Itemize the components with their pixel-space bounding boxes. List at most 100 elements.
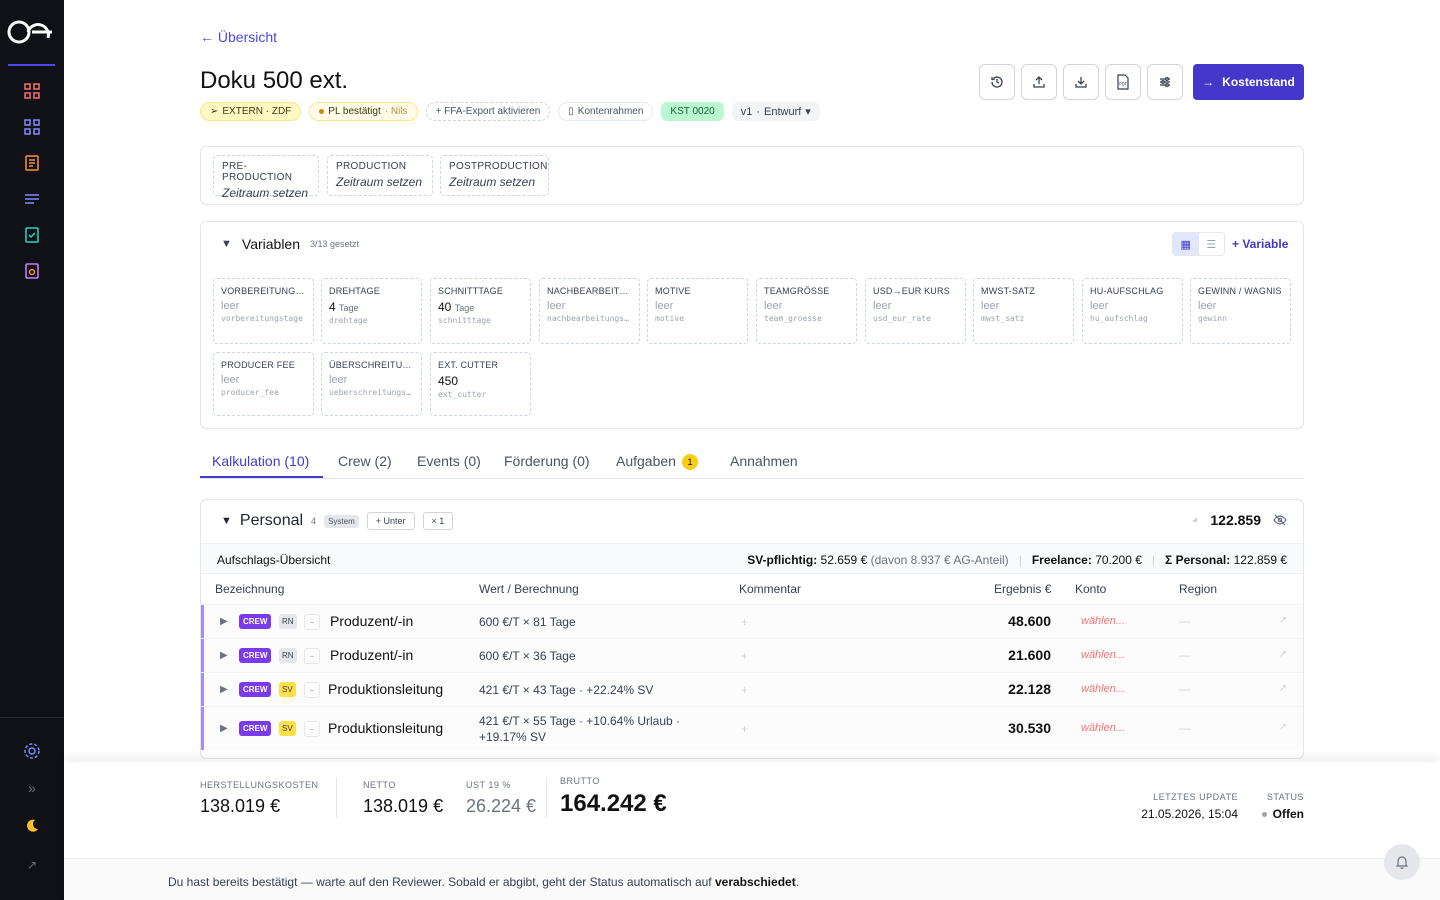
- phase-pre-production[interactable]: PRE-PRODUCTION Zeitraum setzen: [213, 155, 319, 200]
- upload-button[interactable]: [1021, 64, 1057, 100]
- app-logo[interactable]: [6, 18, 58, 46]
- add-comment-button[interactable]: +: [741, 615, 749, 629]
- variable-card[interactable]: PRODUCER FEE leer producer_fee: [213, 352, 314, 416]
- minus-icon[interactable]: −: [304, 614, 320, 630]
- phase-postproduction[interactable]: POSTPRODUCTION Zeitraum setzen: [440, 155, 549, 196]
- expand-row-icon[interactable]: ▶: [220, 616, 228, 627]
- variable-card[interactable]: VORBEREITUNGST... leer vorbereitungstage: [213, 278, 314, 344]
- konto-select[interactable]: wählen...: [1081, 683, 1126, 695]
- add-variable-button[interactable]: + Variable: [1232, 237, 1289, 251]
- sidebar-dashboard-icon[interactable]: [22, 81, 42, 101]
- column-header: Konto: [1075, 582, 1107, 596]
- variable-card[interactable]: EXT. CUTTER 450 ext_cutter: [430, 352, 531, 416]
- eye-off-icon[interactable]: [1273, 513, 1287, 527]
- variable-card[interactable]: SCHNITTTAGE 40 Tage schnitttage: [430, 278, 531, 344]
- konto-select[interactable]: wählen...: [1081, 649, 1126, 661]
- minus-icon[interactable]: −: [304, 648, 320, 664]
- collapse-triangle-icon[interactable]: ▼: [221, 238, 232, 250]
- phases-panel: PRE-PRODUCTION Zeitraum setzen PRODUCTIO…: [200, 146, 1304, 205]
- variable-card[interactable]: USD→EUR KURS leer usd_eur_rate: [865, 278, 966, 344]
- variable-card[interactable]: DREHTAGE 4 Tage drehtage: [321, 278, 422, 344]
- download-button[interactable]: [1063, 64, 1099, 100]
- add-comment-button[interactable]: +: [741, 722, 749, 736]
- konto-select[interactable]: wählen...: [1081, 615, 1126, 627]
- phase-production[interactable]: PRODUCTION Zeitraum setzen: [327, 155, 433, 196]
- minus-icon[interactable]: −: [304, 682, 320, 698]
- variable-card[interactable]: MOTIVE leer motive: [647, 278, 748, 344]
- collapse-triangle-icon[interactable]: ▼: [221, 515, 232, 527]
- variable-card[interactable]: MWST-SATZ leer mwst_satz: [973, 278, 1074, 344]
- download-icon: [1075, 77, 1087, 88]
- variable-card[interactable]: GEWINN / WAGNIS leer gewinn: [1190, 278, 1291, 344]
- row-calculation[interactable]: 421 €/T × 55 Tage · +10.64% Urlaub · +19…: [479, 714, 681, 744]
- view-toggle: ▦ ☰: [1172, 232, 1225, 256]
- extern-badge[interactable]: ➢ EXTERN · ZDF: [200, 102, 302, 121]
- history-button[interactable]: [979, 64, 1015, 100]
- variable-card[interactable]: TEAMGRÖSSE leer team_groesse: [756, 278, 857, 344]
- variable-card[interactable]: ÜBERSCHREITUN... leer ueberschreitungs...: [321, 352, 422, 416]
- crew-tag: CREW: [239, 721, 272, 736]
- ffa-export-button[interactable]: + FFA-Export aktivieren: [425, 102, 551, 121]
- herstellungskosten-box: HERSTELLUNGSKOSTEN 138.019 €: [200, 780, 319, 854]
- expand-sidebar-icon[interactable]: »: [28, 780, 36, 796]
- notifications-button[interactable]: [1384, 844, 1420, 880]
- konto-select[interactable]: wählen...: [1081, 722, 1126, 734]
- variable-value-text: leer: [764, 300, 783, 312]
- settings-gear-icon[interactable]: [22, 741, 42, 761]
- grid-view-icon[interactable]: ▦: [1173, 233, 1199, 255]
- open-detail-icon[interactable]: ↗: [1278, 615, 1287, 626]
- variables-header[interactable]: ▼ Variablen 3/13 gesetzt: [221, 236, 359, 252]
- options-button[interactable]: [1147, 64, 1183, 100]
- row-calculation[interactable]: 600 €/T × 81 Tage: [479, 615, 576, 629]
- add-comment-button[interactable]: +: [741, 649, 749, 663]
- table-row[interactable]: ▶ CREW RN − Produzent/-in 600 €/T × 36 T…: [201, 638, 1303, 672]
- dark-mode-moon-icon[interactable]: [22, 816, 42, 836]
- tab-events[interactable]: Events (0): [417, 453, 481, 469]
- open-detail-icon[interactable]: ↗: [1278, 649, 1287, 660]
- back-link[interactable]: ← Übersicht: [200, 29, 278, 45]
- aufschlag-summary: SV-pflichtig: 52.659 € (davon 8.937 € AG…: [747, 553, 1287, 567]
- sidebar-list-icon[interactable]: [22, 189, 42, 209]
- minus-icon[interactable]: −: [304, 721, 320, 737]
- sidebar-document-icon[interactable]: [22, 153, 42, 173]
- table-row[interactable]: ▶ CREW RN − Produzent/-in 600 €/T × 81 T…: [201, 604, 1303, 638]
- tab-aufgaben[interactable]: Aufgaben 1: [616, 453, 698, 471]
- tab-foerderung[interactable]: Förderung (0): [504, 453, 590, 469]
- region-select[interactable]: —: [1179, 682, 1191, 696]
- kontenrahmen-button[interactable]: ▯ Kontenrahmen: [558, 102, 654, 121]
- list-view-icon[interactable]: ☰: [1206, 238, 1217, 251]
- table-row[interactable]: ▶ CREW SV − Produktionsleitung 421 €/T ×…: [201, 706, 1303, 750]
- expand-row-icon[interactable]: ▶: [220, 684, 228, 695]
- pl-status-badge[interactable]: PL bestätigt · Nils: [309, 102, 418, 121]
- region-select[interactable]: —: [1179, 614, 1191, 628]
- table-row[interactable]: ▶ CREW SV − Produktionsleitung 421 €/T ×…: [201, 672, 1303, 706]
- variable-card[interactable]: HU-AUFSCHLAG leer hu_aufschlag: [1082, 278, 1183, 344]
- sidebar-lock-icon[interactable]: [22, 261, 42, 281]
- version-dropdown[interactable]: v1 · Entwurf ▾: [731, 102, 820, 121]
- add-sub-button[interactable]: + Unter: [366, 512, 415, 530]
- expand-row-icon[interactable]: ▶: [220, 723, 228, 734]
- expand-row-icon[interactable]: ▶: [220, 650, 228, 661]
- variable-value: leer: [1090, 300, 1175, 312]
- netto-label: NETTO: [363, 780, 396, 790]
- divider: [336, 778, 337, 818]
- sidebar-projects-icon[interactable]: [22, 117, 42, 137]
- external-link-icon[interactable]: ↗: [26, 858, 38, 872]
- add-comment-button[interactable]: +: [741, 683, 749, 697]
- sidebar-checklist-icon[interactable]: [22, 225, 42, 245]
- open-detail-icon[interactable]: ↗: [1278, 722, 1287, 733]
- row-calculation[interactable]: 600 €/T × 36 Tage: [479, 649, 576, 663]
- region-select[interactable]: —: [1179, 721, 1191, 735]
- pdf-button[interactable]: PDF: [1105, 64, 1141, 100]
- open-detail-icon[interactable]: ↗: [1278, 683, 1287, 694]
- tab-kalkulation[interactable]: Kalkulation (10): [212, 453, 310, 469]
- last-update: LETZTES UPDATE 21.05.2026, 15:04: [1141, 792, 1238, 821]
- row-calculation[interactable]: 421 €/T × 43 Tage · +22.24% SV: [479, 683, 654, 697]
- kostenstand-button[interactable]: → Kostenstand: [1193, 64, 1304, 100]
- region-select[interactable]: —: [1179, 648, 1191, 662]
- multiplier-button[interactable]: × 1: [422, 512, 454, 530]
- variable-value: leer: [221, 374, 306, 386]
- variable-card[interactable]: NACHBEARBEITU... leer nachbearbeitungs...: [539, 278, 640, 344]
- tab-crew[interactable]: Crew (2): [338, 453, 392, 469]
- tab-annahmen[interactable]: Annahmen: [730, 453, 798, 469]
